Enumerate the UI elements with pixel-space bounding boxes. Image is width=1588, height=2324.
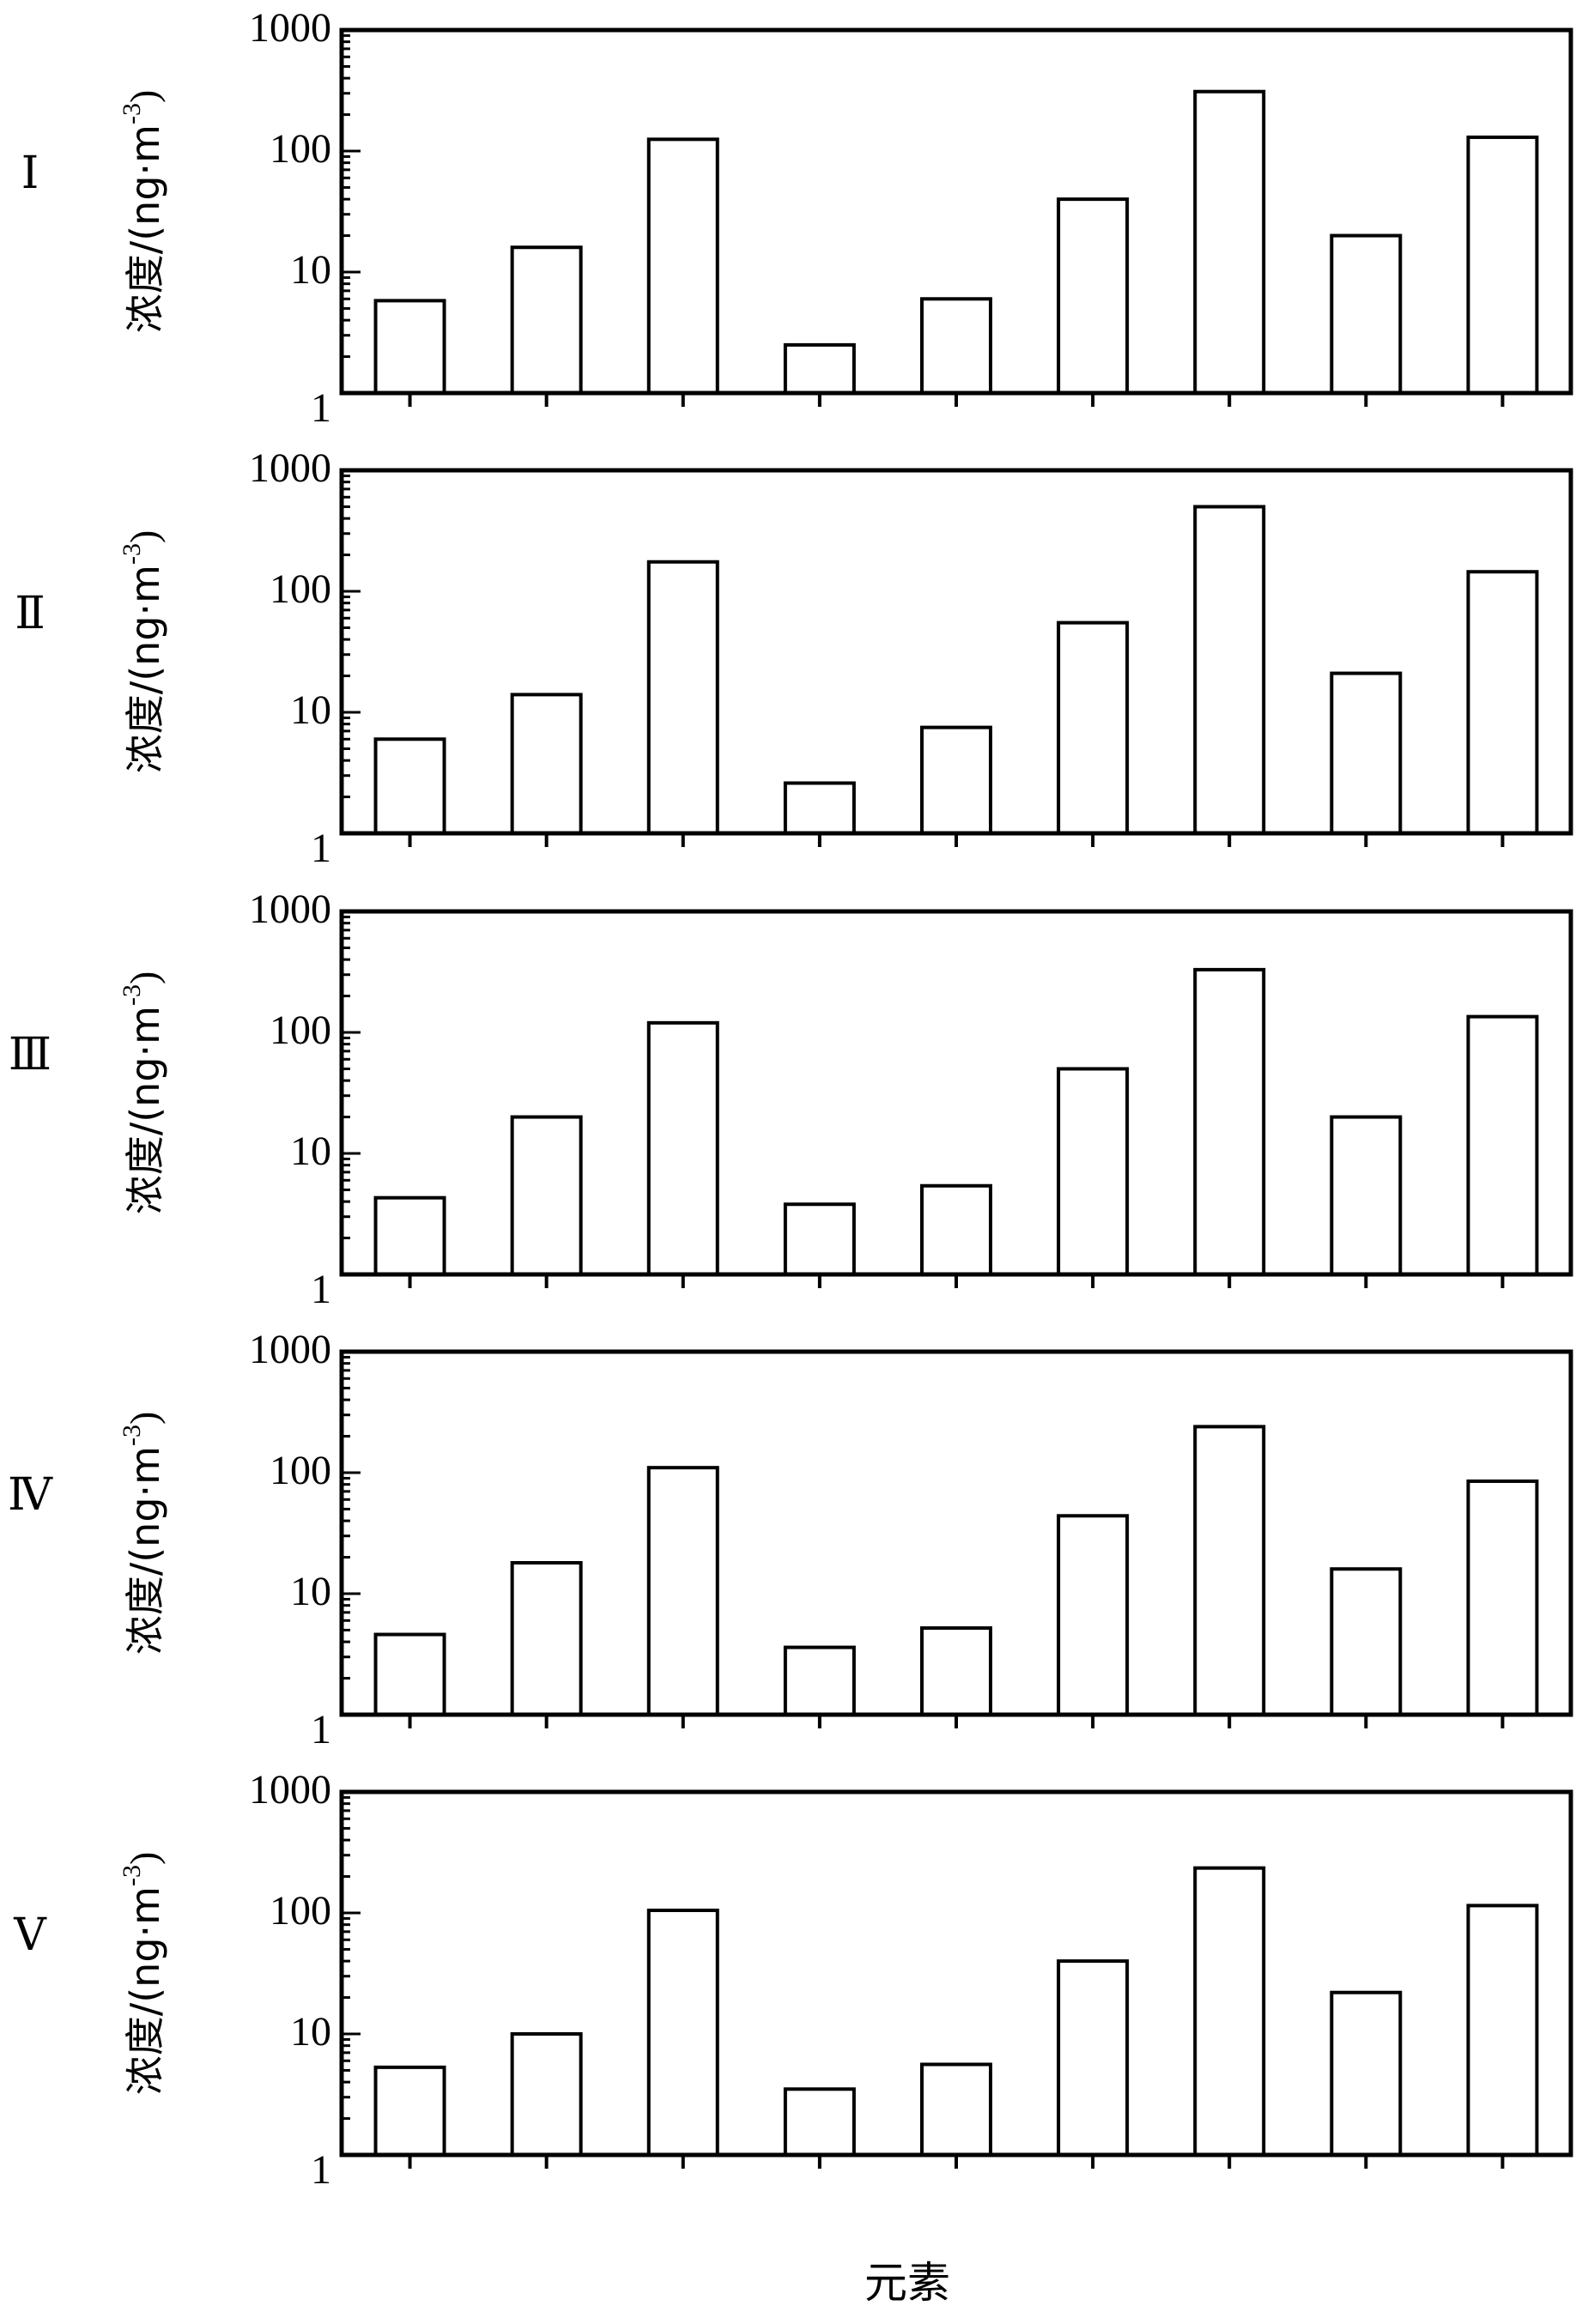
y-tick-label: 1 — [311, 385, 331, 429]
bar-as — [1330, 1115, 1403, 1277]
y-tick-label: 1 — [311, 2147, 331, 2191]
bar-cr — [510, 245, 583, 395]
bar-zn — [1193, 1866, 1266, 2157]
bar-pb — [1466, 1479, 1539, 1716]
x-tick-label: Cr — [525, 2185, 568, 2191]
bar-mn — [646, 137, 719, 395]
x-tick-label: As — [1343, 2185, 1391, 2191]
bar-ni — [920, 297, 992, 395]
bar-cu — [1057, 620, 1130, 835]
plot-frame — [339, 27, 1573, 396]
plot-frame — [339, 909, 1573, 1277]
y-axis-label: 浓度/(ng·m-3) — [118, 971, 168, 1215]
bar-ni — [920, 725, 992, 835]
y-tick-label: 100 — [270, 1888, 331, 1934]
bar-co — [783, 1202, 856, 1277]
bar-mn — [646, 1020, 719, 1276]
bar-as — [1330, 1567, 1403, 1716]
panel-label: Ⅱ — [15, 589, 45, 638]
y-tick-label: 10 — [290, 247, 331, 293]
bar-pb — [1466, 1903, 1539, 2158]
bar-cu — [1057, 1067, 1130, 1276]
y-tick-label: 100 — [270, 1008, 331, 1053]
bar-cr — [510, 1115, 583, 1277]
x-axis-label: 元素 — [864, 2258, 950, 2308]
bar-ni — [920, 1626, 992, 1716]
panel-label: Ⅰ — [21, 148, 39, 198]
bar-cu — [1057, 1959, 1130, 2157]
y-tick-label: 100 — [270, 566, 331, 612]
y-tick-label: 1 — [311, 1267, 331, 1310]
bar-v — [373, 1195, 446, 1276]
bar-cr — [510, 1561, 583, 1717]
bar-co — [783, 2087, 856, 2157]
bar-v — [373, 737, 446, 835]
bar-v — [373, 2065, 446, 2157]
bar-cu — [1057, 1514, 1130, 1716]
y-tick-label: 10 — [290, 1569, 331, 1614]
y-tick-label: 1 — [311, 1707, 331, 1751]
bar-as — [1330, 233, 1403, 396]
panel-2-chart: 浓度/(ng·m-3) 1 10 100 1000 — [118, 445, 1573, 869]
y-tick-label: 1000 — [249, 1327, 331, 1372]
bar-pb — [1466, 1014, 1539, 1277]
y-axis-label: 浓度/(ng·m-3) — [118, 530, 168, 774]
bar-mn — [646, 1466, 719, 1716]
panel-label: Ⅲ — [8, 1030, 52, 1080]
x-tick-label: Pb — [1480, 2185, 1525, 2191]
bar-cr — [510, 2032, 583, 2157]
bar-cu — [1057, 197, 1130, 395]
y-tick-label: 1000 — [249, 445, 331, 491]
bar-v — [373, 1632, 446, 1716]
panel-label: Ⅴ — [14, 1910, 46, 1960]
y-tick-label: 1 — [311, 826, 331, 869]
panel-1-chart: 浓度/(ng·m-3) 1 10 100 1000 — [118, 5, 1573, 429]
x-tick-label: Ni — [935, 2185, 978, 2191]
bar-zn — [1193, 505, 1266, 836]
panel-3-chart: 浓度/(ng·m-3) 1 10 100 1000 — [118, 887, 1573, 1310]
bar-zn — [1193, 967, 1266, 1277]
y-tick-label: 1000 — [249, 1767, 331, 1813]
bar-zn — [1193, 1425, 1266, 1716]
x-tick-label: Cu — [1068, 2185, 1118, 2191]
bar-zn — [1193, 89, 1266, 396]
plot-frame — [339, 468, 1573, 836]
plot-frame — [339, 1349, 1573, 1717]
y-tick-label: 1000 — [249, 887, 331, 932]
y-axis-label: 浓度/(ng·m-3) — [118, 1412, 168, 1655]
panel-label: Ⅳ — [8, 1470, 52, 1520]
x-tick-label: V — [395, 2185, 426, 2191]
y-tick-label: 10 — [290, 1129, 331, 1174]
bar-as — [1330, 671, 1403, 835]
y-tick-label: 100 — [270, 126, 331, 172]
plot-frame — [339, 1789, 1573, 2158]
y-tick-label: 10 — [290, 687, 331, 733]
y-tick-label: 100 — [270, 1448, 331, 1493]
bar-mn — [646, 560, 719, 835]
bar-co — [783, 1645, 856, 1716]
bar-ni — [920, 1183, 992, 1276]
y-axis-label: 浓度/(ng·m-3) — [118, 1852, 168, 2096]
panel-4-chart: 浓度/(ng·m-3) 1 10 100 1000 — [118, 1327, 1573, 1751]
bar-cr — [510, 693, 583, 835]
y-tick-label: 1000 — [249, 5, 331, 51]
x-tick-label: Mn — [653, 2185, 712, 2191]
x-tick-label: Co — [795, 2185, 845, 2191]
bar-co — [783, 781, 856, 836]
bar-v — [373, 299, 446, 396]
y-axis-label: 浓度/(ng·m-3) — [118, 90, 168, 334]
bar-pb — [1466, 570, 1539, 836]
bar-mn — [646, 1909, 719, 2158]
bar-co — [783, 342, 856, 396]
y-tick-label: 10 — [290, 2009, 331, 2055]
x-tick-label: Zn — [1205, 2185, 1253, 2191]
bar-as — [1330, 1990, 1403, 2158]
bar-ni — [920, 2062, 992, 2158]
panel-5-chart: 浓度/(ng·m-3) 1 10 100 1000 V Cr Mn Co Ni Cu Zn As Pb — [118, 1767, 1573, 2191]
bar-pb — [1466, 135, 1539, 395]
